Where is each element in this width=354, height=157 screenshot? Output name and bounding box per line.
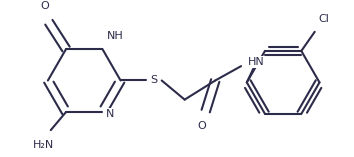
Text: H₂N: H₂N	[33, 140, 54, 150]
Text: N: N	[106, 109, 115, 119]
Text: O: O	[41, 1, 50, 11]
Text: S: S	[150, 76, 158, 86]
Text: Cl: Cl	[319, 14, 330, 24]
Text: NH: NH	[107, 31, 124, 41]
Text: O: O	[198, 121, 206, 131]
Text: HN: HN	[248, 57, 264, 67]
